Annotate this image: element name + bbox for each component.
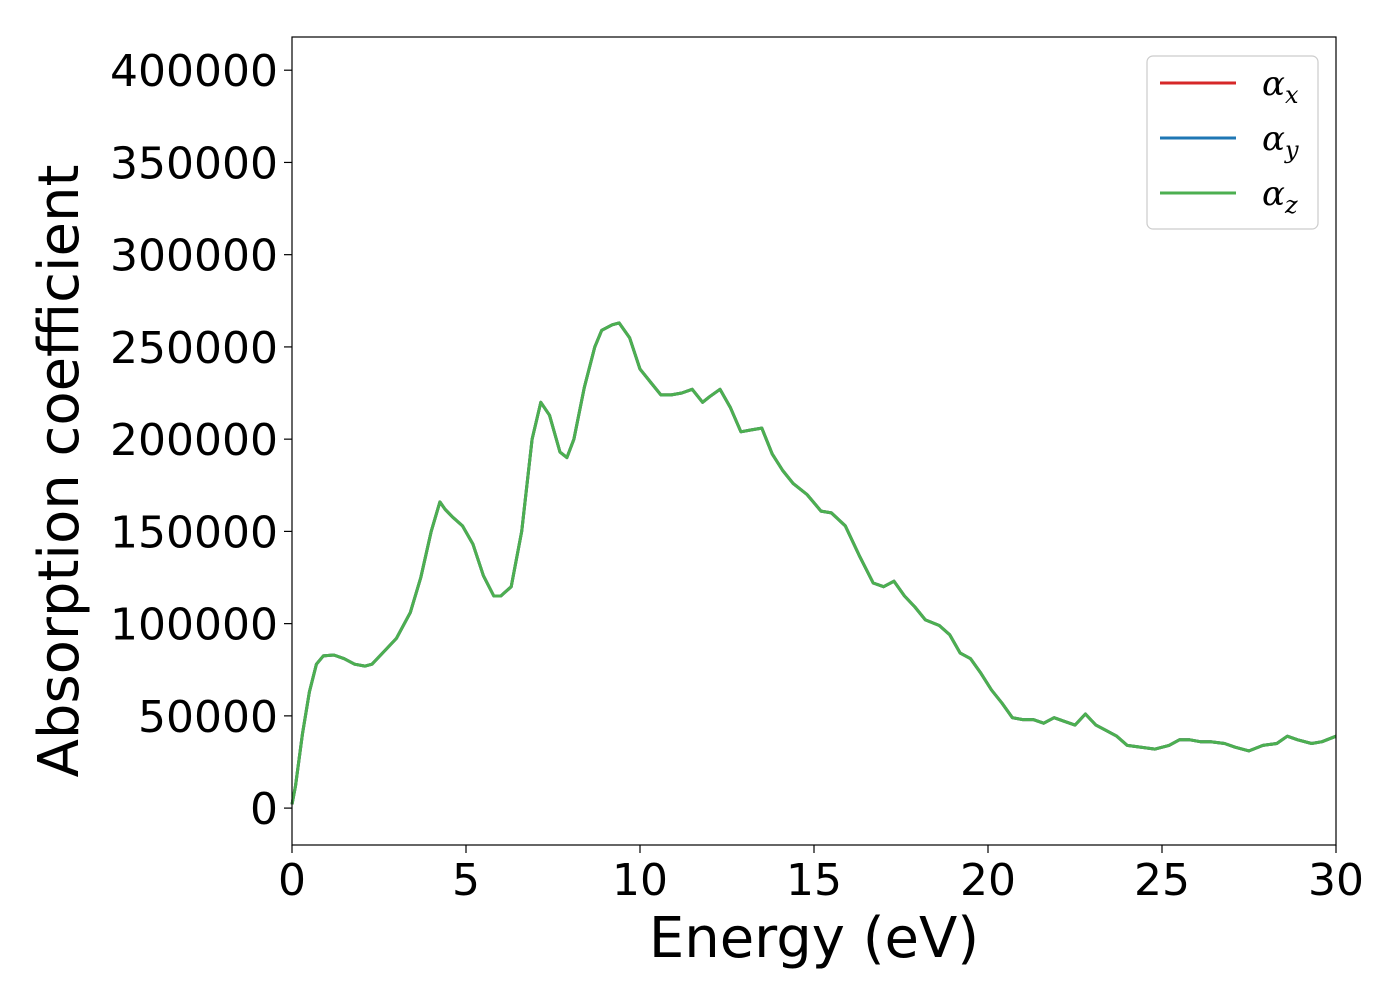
y-tick-label: 400000 <box>110 46 278 97</box>
plot-frame <box>291 36 1337 846</box>
y-tick-label: 50000 <box>138 692 278 743</box>
series-line-alpha-x <box>290 321 1337 805</box>
series-line-alpha-z <box>290 321 1337 805</box>
legend: αx αy αz <box>1146 55 1319 230</box>
x-tick-label: 20 <box>960 855 1016 906</box>
x-tick-label: 5 <box>452 855 480 906</box>
y-tick-label: 350000 <box>110 138 278 189</box>
y-tick-label: 150000 <box>110 507 278 558</box>
x-axis-label: Energy (eV) <box>649 906 979 971</box>
legend-box <box>1146 55 1319 230</box>
x-tick-label: 15 <box>786 855 842 906</box>
y-tick-label: 250000 <box>110 323 278 374</box>
series-line-alpha-y <box>290 321 1337 805</box>
y-tick-label: 200000 <box>110 415 278 466</box>
x-tick-label: 30 <box>1308 855 1364 906</box>
x-tick-label: 10 <box>612 855 668 906</box>
legend-label-alpha-x: αx <box>1262 64 1299 109</box>
y-axis-label: Absorption coefficient <box>27 165 92 778</box>
legend-label-alpha-z: αz <box>1262 174 1298 219</box>
x-axis-ticks: 0 5 10 15 20 25 30 <box>278 845 1364 906</box>
legend-label-alpha-y: αy <box>1262 119 1299 164</box>
x-tick-label: 0 <box>278 855 306 906</box>
y-tick-label: 100000 <box>110 600 278 651</box>
y-tick-label: 300000 <box>110 231 278 282</box>
x-tick-label: 25 <box>1134 855 1190 906</box>
y-tick-label: 0 <box>250 784 278 835</box>
series-layer <box>290 321 1337 805</box>
y-axis-ticks: 0 50000 100000 150000 200000 250000 300000 3500… <box>110 46 292 835</box>
